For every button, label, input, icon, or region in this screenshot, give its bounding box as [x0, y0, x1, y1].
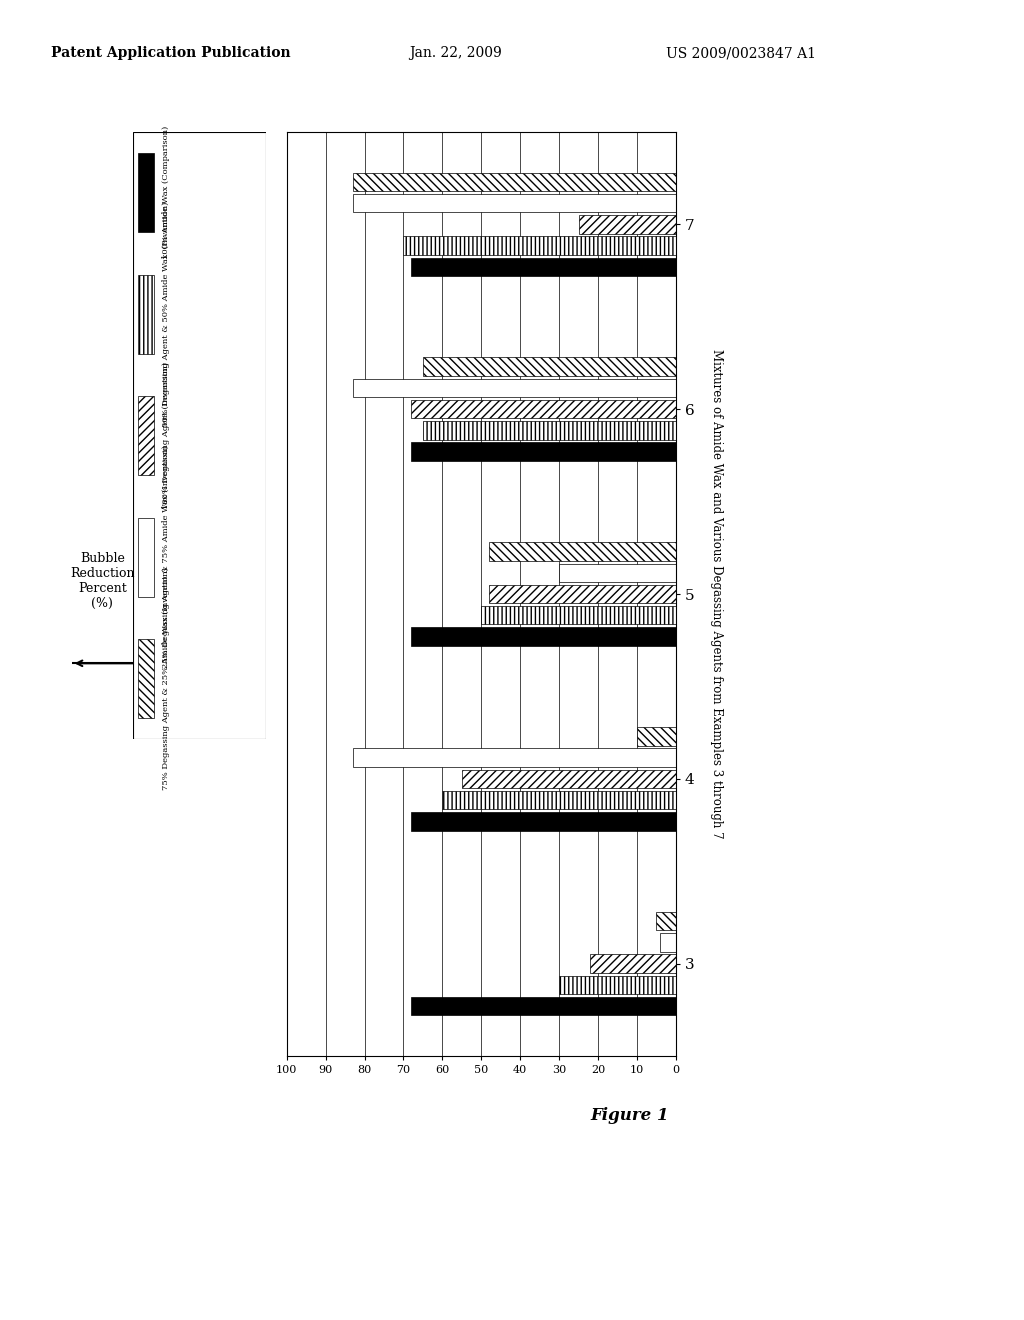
Text: 100% Amide Wax (Comparison): 100% Amide Wax (Comparison): [163, 127, 170, 259]
Bar: [656, 912, 676, 931]
Bar: [660, 933, 676, 952]
Text: Mixtures of Amide Wax and Various Degassing Agents from Examples 3 through 7: Mixtures of Amide Wax and Various Degass…: [711, 350, 723, 838]
Bar: [559, 975, 676, 994]
Text: Patent Application Publication: Patent Application Publication: [51, 46, 291, 61]
Bar: [481, 606, 676, 624]
Bar: [412, 257, 676, 276]
Text: Figure 1: Figure 1: [591, 1107, 669, 1123]
Bar: [353, 173, 676, 191]
Text: 25% Degassing Agent & 75% Amide Wax (Invention): 25% Degassing Agent & 75% Amide Wax (Inv…: [163, 446, 170, 668]
Bar: [423, 421, 676, 440]
Bar: [559, 564, 676, 582]
Bar: [353, 379, 676, 397]
Text: 100% Degassing Agent (Invention): 100% Degassing Agent (Invention): [163, 362, 170, 510]
Bar: [138, 396, 155, 475]
Text: 75% Degassing Agent & 25% Amide Wax (Invention): 75% Degassing Agent & 25% Amide Wax (Inv…: [163, 568, 170, 789]
Bar: [462, 770, 676, 788]
Bar: [579, 215, 676, 234]
Text: 50% Degassing Agent & 50% Amide Wax  (Invention): 50% Degassing Agent & 50% Amide Wax (Inv…: [163, 202, 170, 426]
Bar: [138, 639, 155, 718]
Bar: [412, 627, 676, 645]
Bar: [412, 442, 676, 461]
Bar: [412, 400, 676, 418]
Bar: [353, 194, 676, 213]
Bar: [423, 358, 676, 376]
Bar: [489, 543, 676, 561]
Bar: [637, 727, 676, 746]
Text: US 2009/0023847 A1: US 2009/0023847 A1: [666, 46, 815, 61]
Bar: [412, 812, 676, 830]
Bar: [489, 585, 676, 603]
Bar: [138, 517, 155, 597]
Bar: [138, 153, 155, 232]
Bar: [138, 275, 155, 354]
Bar: [353, 748, 676, 767]
Bar: [403, 236, 676, 255]
Bar: [412, 997, 676, 1015]
Text: Jan. 22, 2009: Jan. 22, 2009: [410, 46, 503, 61]
Bar: [590, 954, 676, 973]
Bar: [442, 791, 676, 809]
Text: Bubble
Reduction
Percent
(%): Bubble Reduction Percent (%): [71, 552, 134, 610]
